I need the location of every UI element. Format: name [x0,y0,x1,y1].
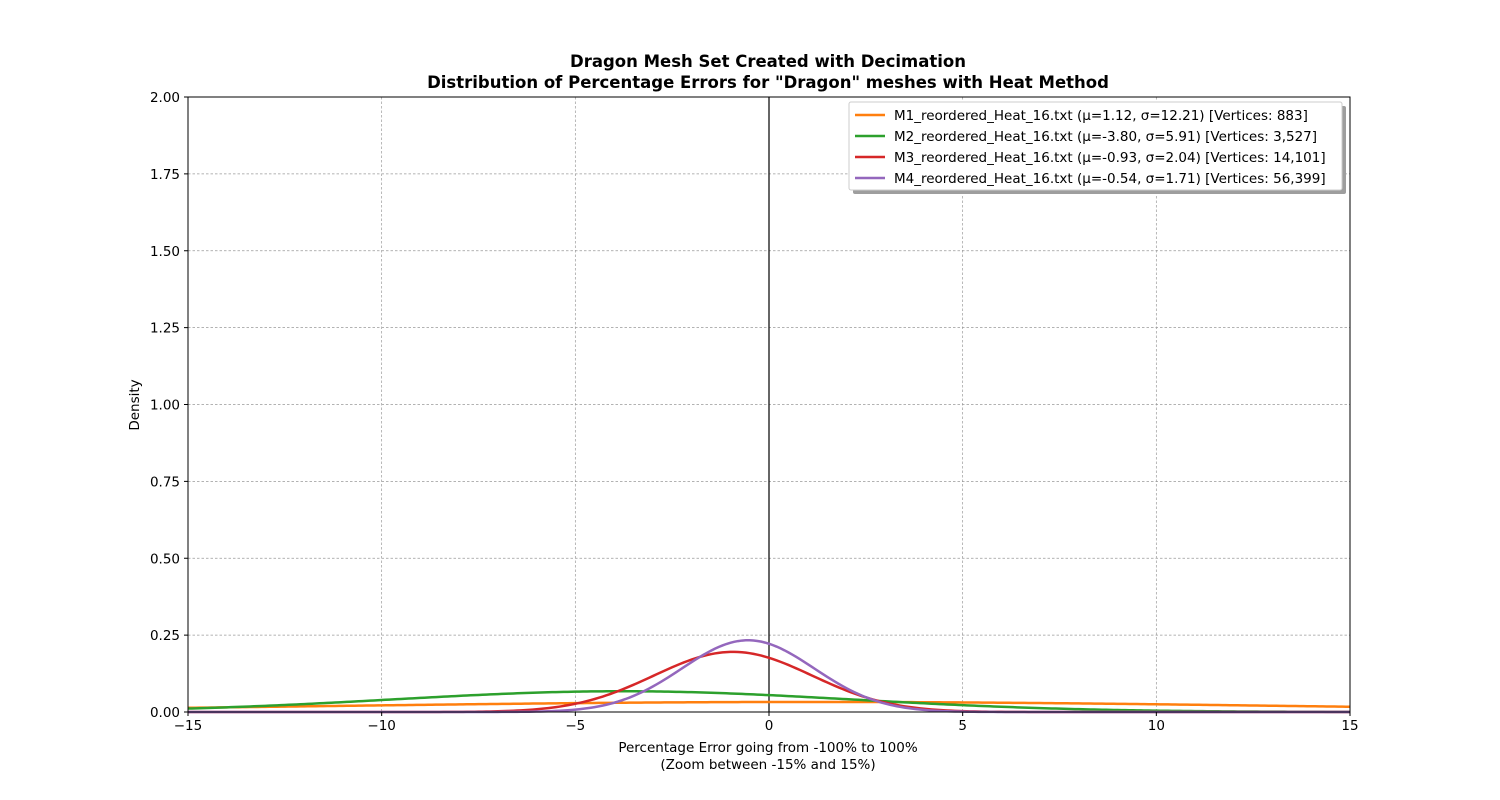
plot-area [187,96,1351,714]
y-tick-label: 2.00 [150,90,180,106]
x-tick-label: 15 [1341,718,1358,734]
legend-box [848,101,1343,191]
x-axis-label: Percentage Error going from -100% to 100… [618,740,918,756]
series-line [187,700,1351,710]
legend: M1_reordered_Heat_16.txt (μ=1.12, σ=12.2… [848,101,1346,194]
x-tick-label: 10 [1148,718,1165,734]
x-axis-sublabel: (Zoom between -15% and 15%) [660,757,875,773]
legend-entry: M2_reordered_Heat_16.txt (μ=-3.80, σ=5.9… [894,129,1317,145]
x-tick-label: 5 [958,718,967,734]
y-tick-label: 0.75 [150,474,180,490]
x-tick-label: 0 [765,718,774,734]
y-tick-label: 0.25 [150,628,180,644]
x-tick-label: −10 [367,718,396,734]
y-axis-label: Density [127,379,143,430]
x-axis-ticks: −15 −10 −5 0 5 10 15 [174,712,1359,734]
y-tick-label: 1.00 [150,398,180,414]
legend-items: M1_reordered_Heat_16.txt (μ=1.12, σ=12.2… [855,108,1326,187]
y-tick-label: 1.50 [150,244,180,260]
chart-subtitle: Distribution of Percentage Errors for "D… [427,73,1109,92]
legend-entry: M1_reordered_Heat_16.txt (μ=1.12, σ=12.2… [894,108,1308,124]
y-tick-label: 0.00 [150,705,180,721]
series-line [187,689,1351,714]
y-axis-ticks: 0.00 0.25 0.50 0.75 1.00 1.25 1.50 1.75 2.00 [150,90,188,721]
chart-title: Dragon Mesh Set Created with Decimation [570,52,966,71]
x-tick-label: −15 [174,718,203,734]
y-tick-label: 1.25 [150,321,180,337]
legend-entry: M4_reordered_Heat_16.txt (μ=-0.54, σ=1.7… [894,171,1326,187]
y-tick-label: 1.75 [150,167,180,183]
legend-entry: M3_reordered_Heat_16.txt (μ=-0.93, σ=2.0… [894,150,1326,166]
y-tick-label: 0.50 [150,551,180,567]
x-tick-label: −5 [565,718,585,734]
